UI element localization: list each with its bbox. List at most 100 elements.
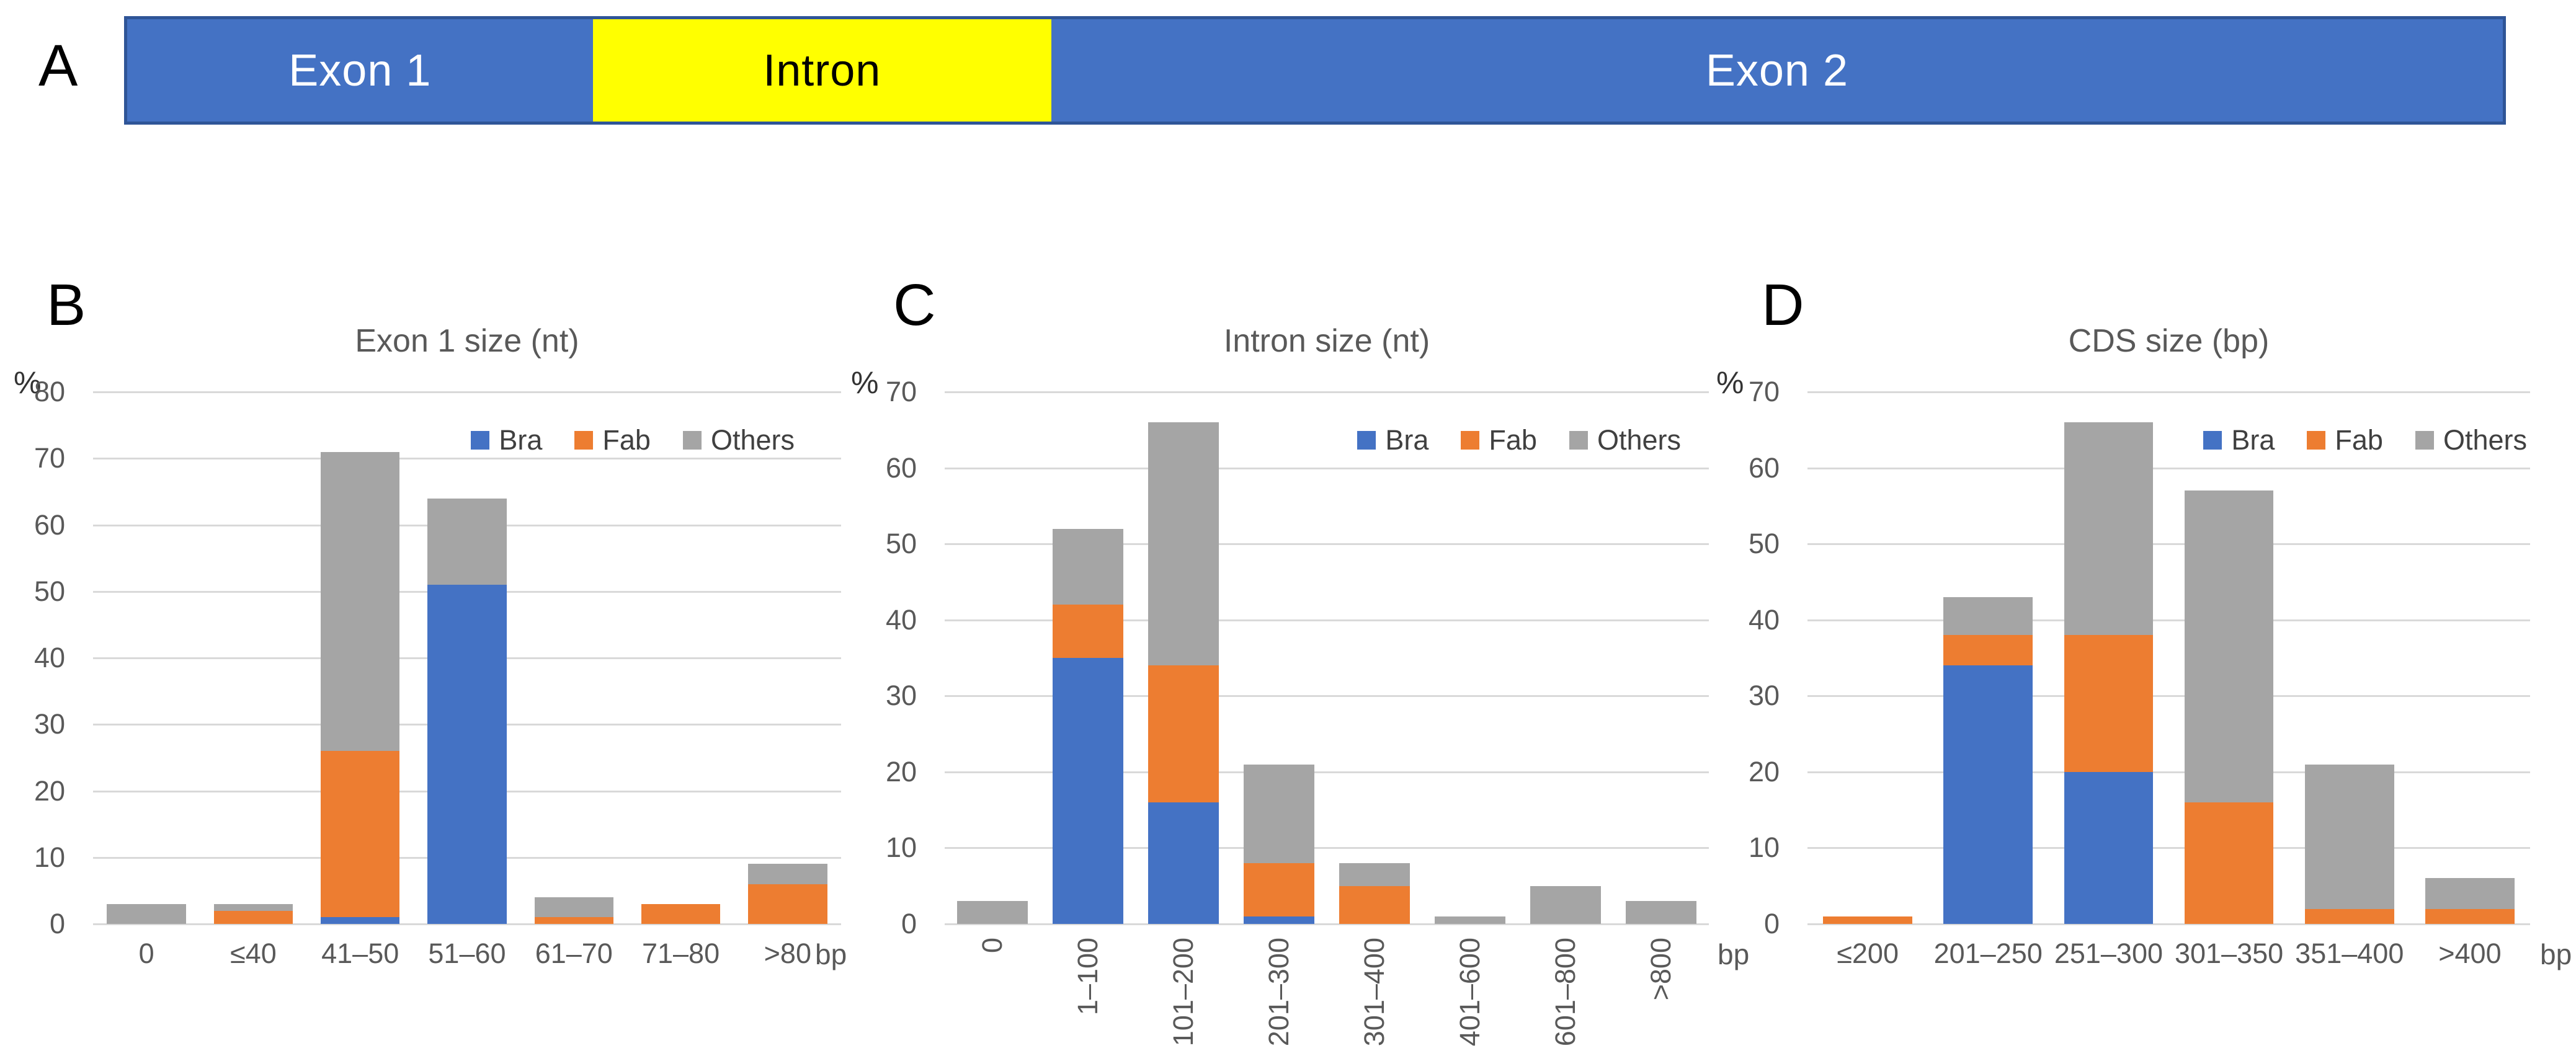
bar-column — [945, 392, 1040, 924]
bar-column — [1231, 392, 1327, 924]
bar-segment-fab — [1053, 605, 1123, 658]
x-category-label: 201–250 — [1933, 938, 2043, 969]
bar-segment-others — [213, 903, 293, 911]
gridline — [945, 467, 1709, 469]
bar-segment-fab — [2064, 635, 2154, 772]
x-category-label: 71–80 — [641, 938, 720, 969]
bar-column — [520, 392, 627, 924]
x-category-label: >800 — [1645, 938, 1677, 1001]
bar-segment-others — [427, 498, 507, 585]
bar-column — [1040, 392, 1136, 924]
bar-series — [1807, 392, 2530, 924]
bar-column — [1928, 392, 2048, 924]
bar-segment-others — [1626, 901, 1696, 924]
plot-area: Bra Fab Others 0 10 20 30 40 50 60 70 80 — [34, 376, 841, 939]
x-category-label: 301–400 — [1358, 938, 1390, 1047]
y-tick-label: 40 — [1748, 603, 1780, 636]
legend-item-bra: Bra — [471, 424, 542, 456]
bar-segment-others — [1244, 764, 1314, 863]
x-axis-unit-label: bp — [2540, 938, 2572, 970]
x-category-label: 1–100 — [1072, 938, 1103, 1016]
gridline — [1807, 619, 2530, 621]
bar-segment-others — [534, 897, 613, 918]
gridline — [1807, 923, 2530, 925]
y-tick-label: 20 — [1748, 755, 1780, 788]
legend-label: Others — [2443, 424, 2527, 456]
y-tick-label: 30 — [33, 708, 65, 740]
panel-label-d: D — [1762, 272, 1804, 338]
y-tick-label: 40 — [885, 603, 917, 636]
x-category-label: 0 — [138, 938, 154, 969]
gridline — [945, 619, 1709, 621]
y-tick-label: 20 — [33, 774, 65, 807]
bar-column — [734, 392, 841, 924]
bar-segment-others — [107, 903, 186, 924]
legend: Bra Fab Others — [1357, 424, 1681, 456]
bar-series — [93, 392, 841, 924]
bar-segment-fab — [1244, 863, 1314, 916]
plot-area: Bra Fab Others 0 10 20 30 40 50 60 70 — [886, 376, 1709, 939]
bar-column — [93, 392, 200, 924]
gridline — [1807, 391, 2530, 393]
gridline — [945, 847, 1709, 850]
bar-column — [1327, 392, 1422, 924]
gridline — [1807, 771, 2530, 773]
x-category-label: 101–200 — [1167, 938, 1199, 1047]
x-category-label: 61–70 — [535, 938, 613, 969]
chart-panel-intron-size: C Intron size (nt) % Bra Fab Others 0 10 20 3… — [837, 260, 1749, 1056]
bar-segment-fab — [1943, 635, 2033, 666]
bar-segment-others — [1530, 885, 1601, 924]
stacked-bar-601–800 — [1530, 885, 1601, 924]
bar-segment-bra — [1053, 658, 1123, 924]
stacked-bar-≤40 — [213, 903, 293, 924]
stacked-bar-301–350 — [2184, 490, 2274, 924]
legend-label: Bra — [499, 424, 543, 456]
y-tick-label: 60 — [33, 508, 65, 541]
stacked-bar-41–50 — [320, 451, 400, 924]
y-tick-label: 10 — [1748, 832, 1780, 864]
bar-segment-fab — [320, 751, 400, 918]
bar-segment-others — [2184, 490, 2274, 802]
bar-column — [1518, 392, 1613, 924]
stacked-bar-101–200 — [1148, 422, 1219, 924]
x-axis: ≤200 201–250 251–300 301–350 351–400 >400 bp — [1807, 938, 2572, 970]
x-category-label: ≤40 — [230, 938, 277, 969]
x-category-label: 41–50 — [321, 938, 399, 969]
panel-label-b: B — [47, 272, 86, 338]
x-axis: 0 1–100 101–200 201–300 301–400 401–600 601–80… — [945, 938, 1749, 1047]
legend-item-bra: Bra — [1357, 424, 1428, 456]
x-category-label: 601–800 — [1549, 938, 1581, 1047]
stacked-bar-351–400 — [2304, 764, 2394, 924]
bar-column — [1613, 392, 1709, 924]
gridline — [1807, 467, 2530, 469]
legend: Bra Fab Others — [471, 424, 795, 456]
stacked-bar-401–600 — [1435, 916, 1505, 924]
bar-segment-fab — [534, 917, 613, 924]
bar-segment-others — [1339, 863, 1410, 886]
bar-segment-others — [2064, 422, 2154, 636]
y-axis-unit-label: % — [1716, 365, 1744, 400]
y-tick-label: 70 — [1748, 376, 1780, 407]
stacked-bar-71–80 — [641, 903, 721, 924]
y-tick-label: 30 — [1748, 680, 1780, 712]
stacked-bar-0 — [957, 901, 1028, 924]
bar-segment-fab — [748, 884, 827, 924]
legend-swatch-others — [1569, 431, 1588, 450]
gene-segment-exon-1: Exon 1 — [127, 19, 593, 122]
y-tick-label: 10 — [33, 841, 65, 873]
legend-item-fab: Fab — [1461, 424, 1537, 456]
bar-segment-bra — [2064, 771, 2154, 924]
gridline — [93, 458, 841, 460]
bar-segment-fab — [213, 910, 293, 924]
x-category-label: 401–600 — [1454, 938, 1486, 1047]
bar-segment-fab — [1339, 885, 1410, 924]
gridline — [93, 391, 841, 393]
chart-title: Intron size (nt) — [1223, 323, 1430, 359]
y-tick-label: 10 — [885, 832, 917, 864]
panel-label-c: C — [893, 272, 936, 338]
x-axis-unit-label: bp — [1718, 938, 1750, 970]
gene-segment-exon-2: Exon 2 — [1051, 19, 2503, 122]
y-tick-label: 60 — [1748, 451, 1780, 484]
bar-column — [2169, 392, 2289, 924]
bar-column — [2410, 392, 2530, 924]
